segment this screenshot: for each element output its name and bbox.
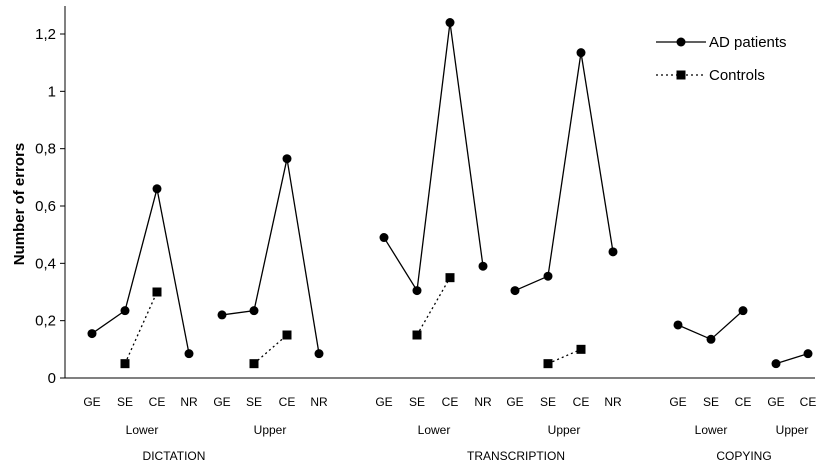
controls-line [416,277,451,336]
x-tick-label: SE [409,395,425,409]
ad-patients-point [184,349,194,359]
x-tick-label: CE [800,395,817,409]
controls-line [547,348,582,365]
ad-patients-point [379,233,389,243]
group-label: Lower [695,423,728,437]
group-label: Upper [776,423,809,437]
ad-patients-point [771,359,781,369]
controls-point [249,359,259,369]
legend-label: AD patients [709,34,787,51]
ad-patients-line [221,158,320,354]
x-tick-label: NR [310,395,328,409]
x-tick-label: GE [506,395,523,409]
task-label: DICTATION [143,449,206,463]
ad-patients-point [543,271,553,281]
x-tick-label: GE [767,395,784,409]
y-tick-label: 0,2 [35,313,56,330]
y-axis-ticks: 0 0,2 0,4 0,6 0,8 1 1,2 [35,26,65,387]
x-tick-label: GE [375,395,392,409]
ad-patients-line [775,353,809,365]
x-tick-label: NR [180,395,198,409]
group-label: Lower [126,423,159,437]
y-tick-label: 1 [48,83,56,100]
y-tick-label: 0,6 [35,198,56,215]
ad-patients-line [514,52,614,292]
x-tick-label: CE [442,395,459,409]
ad-patients-point [608,247,618,257]
ad-patients-point [217,310,227,320]
x-tick-label: SE [540,395,556,409]
group-label: Lower [418,423,451,437]
ad-patients-point [87,329,97,339]
ad-patients-line [383,22,484,293]
legend-label: Controls [709,67,765,84]
group-label: Upper [254,423,287,437]
ad-patients-point [249,306,259,316]
ad-patients-point [152,184,162,194]
chart-axes [64,6,815,379]
controls-point [120,359,130,369]
x-tick-label: CE [149,395,166,409]
y-tick-label: 1,2 [35,26,56,43]
x-tick-label: GE [213,395,230,409]
ad-patients-point [510,286,520,296]
ad-patients-point [445,18,455,28]
ad-patients-point [120,306,130,316]
ad-patients-point [673,320,683,330]
controls-point [282,330,292,340]
x-tick-label: SE [117,395,133,409]
x-tick-label: CE [279,395,296,409]
ad-patients-point [314,349,324,359]
ad-patients-line [91,188,190,354]
ad-patients-point [412,286,422,296]
ad-patients-point [706,334,716,344]
x-tick-label: CE [573,395,590,409]
ad-patients-point [803,349,813,359]
y-tick-label: 0,4 [35,255,56,272]
legend-ad-patients-marker [676,37,686,47]
legend: AD patients Controls [656,34,787,84]
ad-patients-point [478,261,488,271]
series-markers [87,18,813,369]
y-tick-label: 0,8 [35,141,56,158]
y-axis-label: Number of errors [11,143,28,266]
x-tick-label: SE [246,395,262,409]
controls-line [124,291,158,364]
ad-patients-point [576,48,586,58]
controls-point [152,287,162,297]
x-axis-labels: GE SE CE NR GE SE CE NR GE SE CE NR GE SE CE NR GE SE CE GE… [83,395,816,463]
controls-point [543,359,553,369]
y-tick-label: 0 [48,370,56,387]
legend-controls-marker [676,70,686,80]
ad-patients-point [738,306,748,316]
controls-point [412,330,422,340]
group-label: Upper [548,423,581,437]
controls-line [253,334,288,365]
x-tick-label: GE [669,395,686,409]
controls-point [445,273,455,283]
x-tick-label: SE [703,395,719,409]
controls-point [576,344,586,354]
x-tick-label: GE [83,395,100,409]
task-label: COPYING [716,449,771,463]
x-tick-label: CE [735,395,752,409]
x-tick-label: NR [604,395,622,409]
series-lines [91,22,809,365]
x-tick-label: NR [474,395,492,409]
task-label: TRANSCRIPTION [467,449,565,463]
ad-patients-point [282,154,292,164]
